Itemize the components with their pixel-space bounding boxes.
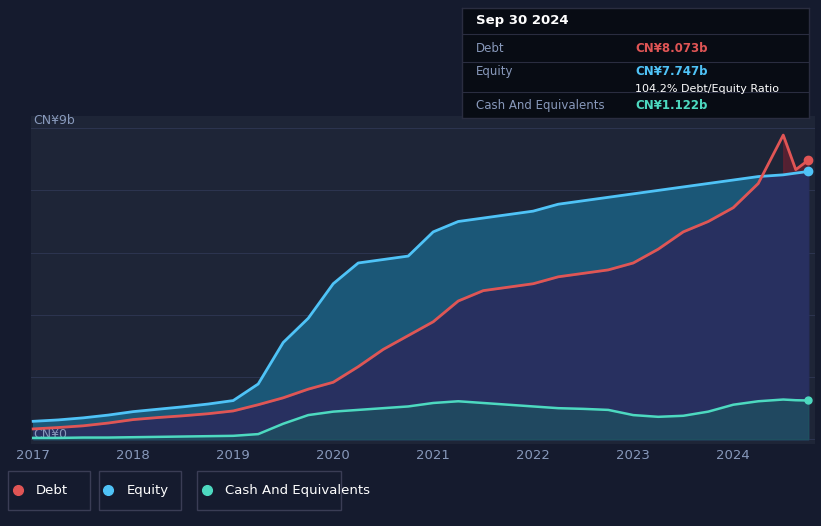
Text: Debt: Debt <box>476 42 505 55</box>
Text: Sep 30 2024: Sep 30 2024 <box>476 14 569 27</box>
Text: Cash And Equivalents: Cash And Equivalents <box>225 484 370 497</box>
Text: CN¥7.747b: CN¥7.747b <box>635 65 708 78</box>
Text: Debt: Debt <box>36 484 68 497</box>
Text: Equity: Equity <box>126 484 168 497</box>
Text: CN¥1.122b: CN¥1.122b <box>635 98 708 112</box>
Text: CN¥8.073b: CN¥8.073b <box>635 42 708 55</box>
Text: Equity: Equity <box>476 65 514 78</box>
Text: Cash And Equivalents: Cash And Equivalents <box>476 98 605 112</box>
Text: CN¥9b: CN¥9b <box>33 114 75 127</box>
Text: CN¥0: CN¥0 <box>33 428 67 441</box>
Text: 104.2% Debt/Equity Ratio: 104.2% Debt/Equity Ratio <box>635 84 779 94</box>
